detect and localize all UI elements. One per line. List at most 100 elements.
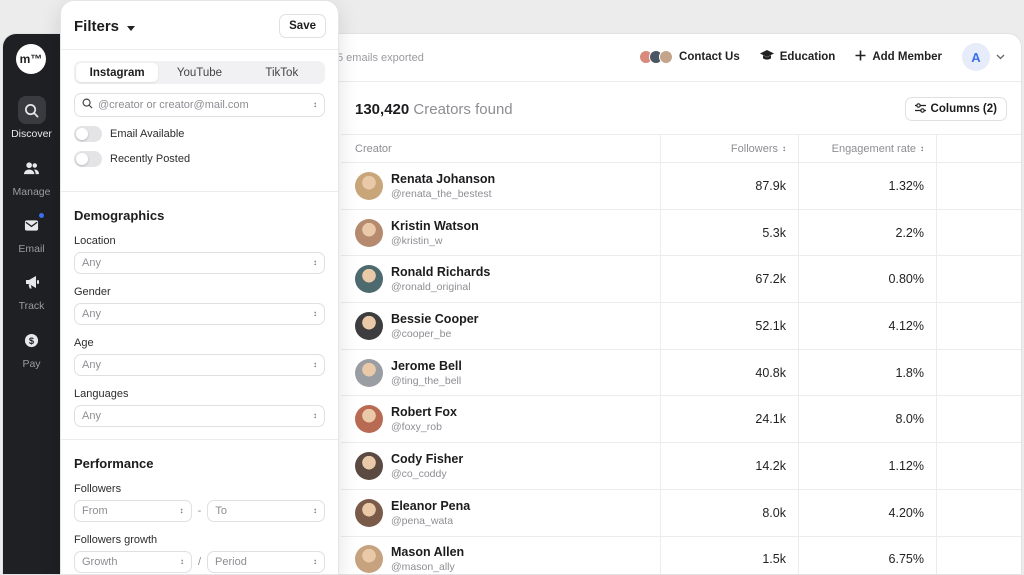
table-row[interactable]: Mason Allen @mason_ally 1.5k 6.75% bbox=[341, 536, 1021, 575]
performance-title: Performance bbox=[74, 456, 154, 471]
chevron-updown-icon: ↕ bbox=[313, 309, 317, 318]
platform-section: Instagram YouTube TikTok @creator or cre… bbox=[61, 61, 338, 192]
table-body: Renata Johanson @renata_the_bestest 87.9k 1… bbox=[341, 163, 1021, 575]
period-select[interactable]: Period ↕ bbox=[207, 551, 325, 573]
creator-cell: Ronald Richards @ronald_original bbox=[341, 256, 660, 302]
languages-select[interactable]: Any ↕ bbox=[74, 405, 325, 427]
rail-item-track[interactable]: Track bbox=[3, 268, 60, 312]
add-member-button[interactable]: Add Member bbox=[855, 50, 942, 64]
creator-name[interactable]: Jerome Bell bbox=[391, 358, 462, 373]
columns-button[interactable]: Columns (2) bbox=[904, 97, 1007, 121]
creator-handle: @ronald_original bbox=[391, 281, 471, 294]
recently-posted-toggle[interactable] bbox=[74, 151, 102, 167]
table-row[interactable]: Ronald Richards @ronald_original 67.2k 0.80… bbox=[341, 256, 1021, 304]
email-available-label: Email Available bbox=[110, 128, 185, 140]
engagement-cell: 4.20% bbox=[798, 489, 936, 536]
creator-name[interactable]: Mason Allen bbox=[391, 545, 465, 560]
creator-text: Kristin Watson @kristin_w bbox=[391, 219, 479, 247]
creator-info: Robert Fox @foxy_rob bbox=[355, 405, 457, 434]
tab-tiktok[interactable]: TikTok bbox=[265, 66, 299, 79]
growth-select[interactable]: Growth ↕ bbox=[74, 551, 192, 573]
followers-growth-label: Followers growth bbox=[74, 534, 158, 546]
rail-item-discover[interactable]: Discover bbox=[3, 96, 60, 140]
contact-us-button[interactable]: Contact Us bbox=[639, 50, 740, 64]
location-select[interactable]: Any ↕ bbox=[74, 252, 325, 274]
creator-name[interactable]: Renata Johanson bbox=[391, 171, 496, 186]
age-select[interactable]: Any ↕ bbox=[74, 354, 325, 376]
table-row[interactable]: Jerome Bell @ting_the_bell 40.8k 1.8% bbox=[341, 349, 1021, 397]
filters-panel: Filters Save Instagram YouTube TikTok @c… bbox=[60, 0, 339, 575]
columns-label: Columns (2) bbox=[930, 103, 997, 115]
header-followers[interactable]: Followers ↕ bbox=[660, 135, 798, 162]
notification-dot bbox=[37, 212, 45, 219]
header-empty bbox=[936, 135, 1021, 162]
empty-cell bbox=[936, 256, 1021, 303]
creator-handle: @ting_the_bell bbox=[391, 374, 462, 387]
creator-name[interactable]: Cody Fisher bbox=[391, 451, 464, 466]
creator-handle: @foxy_rob bbox=[391, 421, 442, 434]
engagement-cell: 6.75% bbox=[798, 536, 936, 574]
creator-cell: Renata Johanson @renata_the_bestest bbox=[341, 163, 660, 209]
followers-cell: 14.2k bbox=[660, 443, 798, 489]
creator-handle: @mason_ally bbox=[391, 561, 455, 574]
followers-cell: 24.1k bbox=[660, 396, 798, 443]
brand-logo[interactable]: m™ bbox=[16, 44, 46, 74]
creator-cell: Mason Allen @mason_ally bbox=[341, 537, 660, 575]
rail-item-label: Manage bbox=[12, 186, 51, 198]
header-engagement[interactable]: Engagement rate ↕ bbox=[798, 135, 936, 162]
rail-item-pay[interactable]: $ Pay bbox=[3, 326, 60, 370]
recently-posted-label: Recently Posted bbox=[110, 153, 191, 165]
search-icon bbox=[17, 96, 46, 124]
creator-name[interactable]: Ronald Richards bbox=[391, 265, 491, 280]
creator-name[interactable]: Kristin Watson bbox=[391, 218, 479, 233]
creator-handle: @kristin_w bbox=[391, 234, 443, 247]
creator-handle: @co_coddy bbox=[391, 467, 447, 480]
table-header: Creator Followers ↕ Engagement rate ↕ bbox=[341, 134, 1021, 163]
tab-instagram[interactable]: Instagram bbox=[76, 63, 159, 82]
account-menu[interactable]: A bbox=[962, 43, 1005, 71]
email-available-toggle[interactable] bbox=[74, 126, 102, 142]
empty-cell bbox=[936, 163, 1021, 209]
table-row[interactable]: Bessie Cooper @cooper_be 52.1k 4.12% bbox=[341, 303, 1021, 350]
table-row[interactable]: Robert Fox @foxy_rob 24.1k 8.0% bbox=[341, 396, 1021, 444]
education-button[interactable]: Education bbox=[759, 50, 835, 64]
creator-name[interactable]: Eleanor Pena bbox=[391, 498, 471, 513]
chevron-updown-icon: ↕ bbox=[313, 360, 317, 369]
team-avatars bbox=[639, 50, 674, 64]
header-creator[interactable]: Creator bbox=[355, 142, 392, 155]
rail-item-email[interactable]: Email bbox=[3, 211, 60, 255]
followers-cell: 1.5k bbox=[660, 536, 798, 574]
creators-table: Creator Followers ↕ Engagement rate ↕ Re… bbox=[341, 134, 1021, 575]
rail-item-manage[interactable]: Manage bbox=[3, 154, 60, 198]
table-row[interactable]: Cody Fisher @co_coddy 14.2k 1.12% bbox=[341, 443, 1021, 490]
growth-placeholder: Growth bbox=[82, 556, 118, 568]
followers-range: From ↕ - To ↕ bbox=[74, 500, 326, 522]
save-button[interactable]: Save bbox=[279, 14, 326, 38]
creator-info: Eleanor Pena @pena_wata bbox=[355, 498, 471, 527]
table-row[interactable]: Renata Johanson @renata_the_bestest 87.9k 1… bbox=[341, 163, 1021, 210]
creator-name[interactable]: Robert Fox bbox=[391, 405, 457, 420]
demographics-title: Demographics bbox=[74, 208, 165, 223]
creator-text: Bessie Cooper @cooper_be bbox=[391, 312, 479, 340]
creator-search-input[interactable]: @creator or creator@mail.com ↕ bbox=[74, 93, 325, 117]
empty-cell bbox=[936, 489, 1021, 536]
avatar bbox=[355, 405, 383, 434]
table-row[interactable]: Eleanor Pena @pena_wata 8.0k 4.20% bbox=[341, 489, 1021, 537]
followers-from-select[interactable]: From ↕ bbox=[74, 500, 192, 522]
creator-name[interactable]: Bessie Cooper bbox=[391, 311, 479, 326]
tab-youtube[interactable]: YouTube bbox=[176, 66, 223, 79]
performance-section: Performance Followers From ↕ - To ↕ Follow… bbox=[61, 440, 338, 573]
top-bar: 5 emails exported Contact Us Education bbox=[60, 34, 1021, 82]
table-row[interactable]: Kristin Watson @kristin_w 5.3k 2.2% bbox=[341, 209, 1021, 257]
followers-cell: 52.1k bbox=[660, 303, 798, 349]
chevron-down-icon bbox=[996, 51, 1005, 63]
creator-text: Mason Allen @mason_ally bbox=[391, 545, 464, 573]
plus-icon bbox=[855, 50, 866, 64]
filters-title-dropdown[interactable]: Filters bbox=[74, 18, 136, 35]
avatar bbox=[659, 50, 674, 64]
creator-info: Bessie Cooper @cooper_be bbox=[355, 311, 479, 340]
followers-to-select[interactable]: To ↕ bbox=[207, 500, 326, 522]
creator-text: Cody Fisher @co_coddy bbox=[391, 452, 463, 480]
engagement-cell: 8.0% bbox=[798, 396, 936, 443]
gender-select[interactable]: Any ↕ bbox=[74, 303, 325, 325]
